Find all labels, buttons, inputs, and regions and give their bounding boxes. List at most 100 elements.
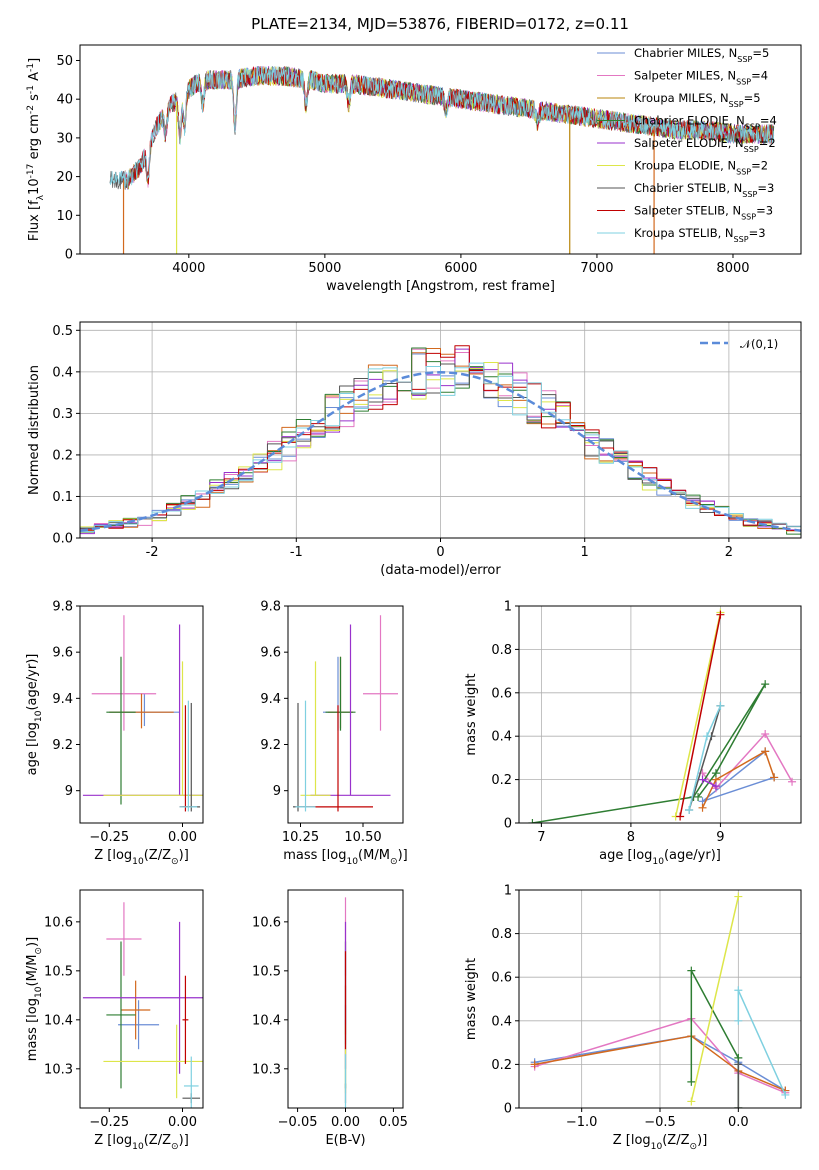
y-tick-label: 0.8 xyxy=(491,643,512,658)
plot-weight-age: 7 8 9 0 0.2 0.4 0.6 0.8 1 age [log10(age/yr)] mass… xyxy=(464,600,802,867)
x-tick-label: -2 xyxy=(146,545,159,560)
y-tick-label: 0.6 xyxy=(491,971,512,986)
weight-line xyxy=(679,614,722,817)
x-tick-label: 0.00 xyxy=(168,830,197,845)
data-residuals xyxy=(80,345,801,535)
x-tick-label: 7000 xyxy=(580,261,613,276)
weight-line xyxy=(532,683,766,823)
x-tick-label: 7 xyxy=(537,830,545,845)
weight-marker xyxy=(734,892,743,901)
y-tick-label: 9.6 xyxy=(52,646,73,661)
x-axis-label: Z [log10(Z/Z⊙)] xyxy=(94,848,189,867)
weight-line xyxy=(737,989,787,1096)
x-axis-label: (data-model)/error xyxy=(380,563,501,578)
data-age-Z xyxy=(82,615,203,812)
x-tick-label: 10.25 xyxy=(282,830,319,845)
y-tick-label: 0.8 xyxy=(491,927,512,942)
y-tick-label: 10.3 xyxy=(252,1062,281,1077)
x-tick-label: −0.25 xyxy=(89,830,129,845)
x-tick-label: 0.05 xyxy=(379,1115,408,1130)
spectrum-line xyxy=(109,66,775,188)
weight-line xyxy=(690,896,740,1102)
y-tick-label: 50 xyxy=(56,54,73,69)
y-tick-label: 0.4 xyxy=(491,730,512,745)
y-tick-label: 0 xyxy=(504,817,512,832)
x-tick-label: 0 xyxy=(436,545,444,560)
legend-label: Kroupa STELIB, NSSP=3 xyxy=(634,226,766,244)
y-tick-label: 0.1 xyxy=(52,490,73,505)
y-tick-label: 9.4 xyxy=(52,692,73,707)
weight-marker xyxy=(687,1097,696,1106)
x-tick-label: -1 xyxy=(290,545,303,560)
weight-marker xyxy=(788,777,797,786)
y-tick-label: 10 xyxy=(56,209,73,224)
y-tick-label: 1 xyxy=(504,600,512,615)
frame-spectrum xyxy=(79,44,802,255)
y-tick-label: 0.2 xyxy=(52,448,73,463)
y-tick-label: 10.5 xyxy=(252,964,281,979)
weight-marker xyxy=(687,966,696,975)
x-axis-label: Z [log10(Z/Z⊙)] xyxy=(613,1133,708,1152)
weight-line xyxy=(674,612,722,817)
x-tick-label: 0.0 xyxy=(728,1115,749,1130)
x-axis-label: E(B-V) xyxy=(325,1133,365,1148)
y-tick-label: 10.6 xyxy=(252,915,281,930)
plot-weight-Z: −1.0 −0.5 0.0 0 0.2 0.4 0.6 0.8 1 Z [log10(Z/Z⊙)]… xyxy=(464,884,802,1152)
x-tick-label: 5000 xyxy=(308,261,341,276)
weight-marker xyxy=(734,986,743,995)
legend-label: Chabrier STELIB, NSSP=3 xyxy=(634,181,774,199)
weight-marker xyxy=(761,730,770,739)
x-axis-label: wavelength [Angstrom, rest frame] xyxy=(326,279,555,294)
x-tick-label: −0.25 xyxy=(89,1115,129,1130)
x-axis-label: Z [log10(Z/Z⊙)] xyxy=(94,1133,189,1152)
data-weight-Z xyxy=(530,892,790,1108)
plot-residuals: -2 -1 0 1 2 0.0 0.1 0.2 0.3 0.4 0.5 (data-model)/er… xyxy=(27,321,802,578)
frame-age-Z xyxy=(79,605,204,824)
plot-age-mass: 10.25 10.50 9 9.2 9.4 9.6 9.8 mass [log10(M/M⊙)… xyxy=(260,600,407,868)
y-tick-label: 0.2 xyxy=(491,773,512,788)
weight-marker xyxy=(698,803,707,812)
x-tick-label: 4000 xyxy=(172,261,205,276)
data-weight-age xyxy=(528,608,797,823)
data-mass-Z xyxy=(82,902,203,1108)
x-tick-label: 1 xyxy=(581,545,589,560)
legend-label: Kroupa MILES, NSSP=5 xyxy=(634,91,761,109)
y-axis-label: age [log10(age/yr)] xyxy=(25,654,44,776)
weight-line xyxy=(534,1017,786,1094)
y-tick-label: 10.6 xyxy=(44,915,73,930)
y-tick-label: 9.8 xyxy=(52,600,73,615)
legend-label: Chabrier MILES, NSSP=5 xyxy=(634,46,769,64)
y-axis-label: Normed distribution xyxy=(27,365,42,495)
legend-label: 𝒩(0,1) xyxy=(740,337,778,351)
weight-marker xyxy=(734,1016,743,1025)
weight-marker xyxy=(711,769,720,778)
y-tick-label: 0.4 xyxy=(491,1014,512,1029)
weight-line xyxy=(534,1035,786,1092)
weight-line xyxy=(534,1035,786,1092)
x-tick-label: 2 xyxy=(725,545,733,560)
y-tick-label: 1 xyxy=(504,884,512,899)
plot-age-Z: −0.25 0.00 9 9.2 9.4 9.6 9.8 Z [log10(Z/Z⊙)] age… xyxy=(25,600,204,867)
legend: 𝒩(0,1) xyxy=(700,337,778,351)
weight-line xyxy=(701,750,775,809)
y-tick-label: 40 xyxy=(56,93,73,108)
weight-marker xyxy=(761,747,770,756)
weight-marker xyxy=(711,782,720,791)
data-spectrum xyxy=(109,65,775,254)
x-tick-label: 0.00 xyxy=(168,1115,197,1130)
weight-marker xyxy=(716,701,725,710)
y-tick-label: 30 xyxy=(56,131,73,146)
weight-marker xyxy=(703,732,711,741)
data-age-mass xyxy=(293,615,398,812)
x-tick-label: 6000 xyxy=(444,261,477,276)
y-tick-label: 9 xyxy=(65,784,73,799)
x-tick-label: 10.50 xyxy=(344,830,381,845)
frame-weight-age xyxy=(518,605,802,824)
y-tick-label: 9 xyxy=(273,784,281,799)
x-tick-label: −0.05 xyxy=(278,1115,318,1130)
y-tick-label: 0.3 xyxy=(52,407,73,422)
weight-marker xyxy=(694,792,703,801)
weight-line xyxy=(688,705,722,811)
histogram-step xyxy=(80,345,801,532)
